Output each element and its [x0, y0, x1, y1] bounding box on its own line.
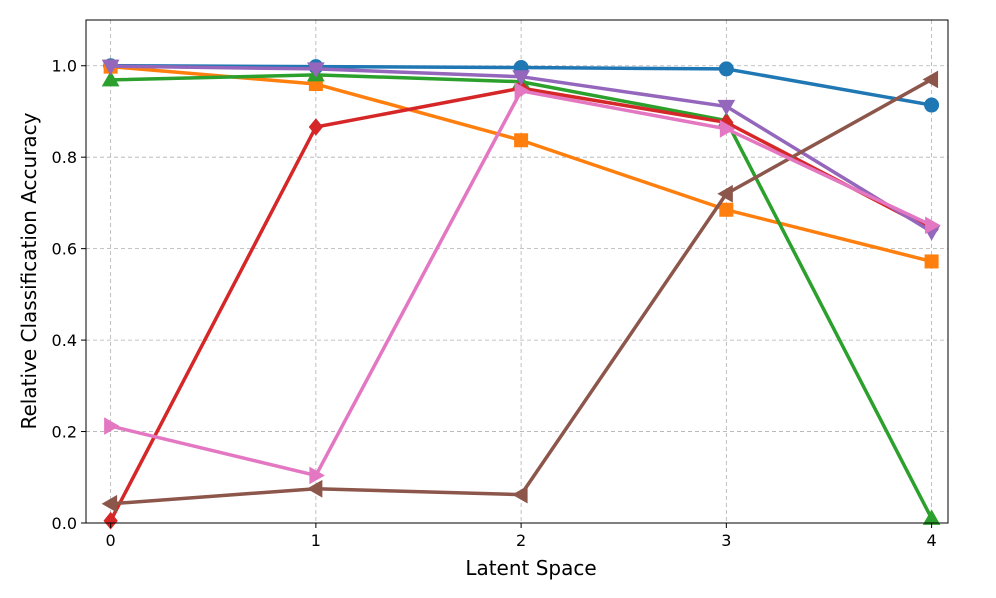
data-point	[719, 119, 736, 138]
data-point	[512, 70, 530, 86]
data-point	[306, 479, 323, 498]
x-tick-label: 4	[926, 531, 936, 550]
data-point	[307, 62, 325, 78]
data-point	[103, 511, 118, 530]
data-point	[718, 61, 734, 77]
data-point	[101, 494, 118, 513]
data-point	[719, 202, 734, 217]
y-tick-label: 0.6	[52, 240, 77, 259]
data-point	[717, 99, 736, 116]
data-point	[101, 59, 120, 76]
data-point	[514, 82, 531, 100]
y-axis-label: Relative Classification Accuracy	[17, 112, 41, 429]
axes: 0 1 2 3 4 0.0 0.2 0.4 0.6 0.8 1.0	[52, 57, 937, 550]
x-tick-label: 1	[311, 531, 321, 550]
y-tick-label: 0.8	[52, 148, 77, 167]
series-6	[104, 82, 941, 485]
data-point	[514, 133, 529, 148]
data-point	[717, 184, 733, 203]
x-tick-label: 0	[106, 531, 116, 550]
x-tick-label: 2	[516, 531, 526, 550]
x-tick-label: 3	[721, 531, 731, 550]
y-tick-label: 1.0	[52, 57, 77, 76]
y-tick-label: 0.2	[52, 423, 77, 442]
data-point	[512, 485, 528, 504]
y-tick-label: 0.0	[52, 514, 77, 533]
series-layer	[101, 58, 941, 530]
data-point	[309, 466, 325, 485]
plot-frame	[85, 19, 949, 524]
data-point	[922, 70, 939, 89]
data-point	[924, 254, 939, 269]
data-point	[924, 97, 940, 113]
data-point	[308, 118, 324, 136]
x-axis-label: Latent Space	[465, 556, 596, 580]
data-point	[101, 70, 120, 87]
y-tick-label: 0.4	[52, 331, 77, 350]
data-point	[104, 417, 120, 435]
data-point	[925, 216, 941, 235]
series-5	[101, 70, 939, 513]
